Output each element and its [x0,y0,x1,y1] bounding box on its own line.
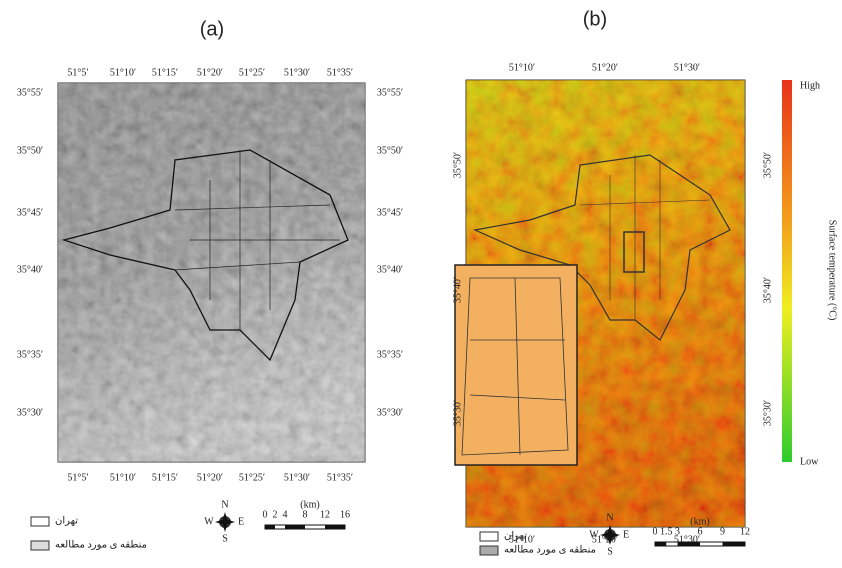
longitude-label: 51°30′ [284,472,310,483]
latitude-label: 35°50′ [17,145,43,156]
compass-letter: E [623,529,629,540]
latitude-label: 35°40′ [452,277,463,303]
legend-label: تهران [504,530,527,541]
longitude-label: 51°10′ [509,62,535,73]
latitude-label: 35°40′ [377,264,403,275]
longitude-label: 51°25′ [239,472,265,483]
latitude-label: 35°35′ [377,349,403,360]
longitude-label: 51°30′ [674,62,700,73]
compass-letter: E [238,516,244,527]
longitude-label: 51°35′ [327,67,353,78]
scale-tick-label: 9 [720,526,725,537]
latitude-label: 35°40′ [762,277,773,303]
legend-label: منطقه ی مورد مطالعه [55,539,147,550]
scale-tick-label: 2 [273,509,278,520]
longitude-label: 51°10′ [110,67,136,78]
legend-swatch [31,541,49,550]
scale-segment [325,525,345,529]
scale-segment [678,542,701,546]
colorbar-high: High [800,80,820,91]
latitude-label: 35°50′ [377,145,403,156]
legend-swatch [31,517,49,526]
longitude-label: 51°15′ [152,67,178,78]
longitude-label: 51°20′ [197,67,223,78]
scale-segment [723,542,746,546]
scale-segment [265,525,275,529]
compass-letter: S [222,533,228,544]
panel-label: (b) [583,8,607,30]
latitude-label: 35°45′ [17,207,43,218]
longitude-label: 51°20′ [197,472,223,483]
latitude-label: 35°30′ [17,407,43,418]
latitude-label: 35°30′ [762,400,773,426]
latitude-label: 35°30′ [377,407,403,418]
colorbar [782,80,792,462]
figure: (a) 51°5′ 51°5′ 51°10′ 51°10′ 51°15′ 51°15′ 51°… [0,0,842,563]
scale-tick-label: 16 [340,509,350,520]
compass-letter: N [221,499,228,510]
longitude-label: 51°5′ [67,67,88,78]
longitude-label: 51°10′ [110,472,136,483]
scale-tick-label: 1.5 [660,526,673,537]
longitude-label: 51°15′ [152,472,178,483]
compass-letter: S [607,546,613,557]
latitude-label: 35°50′ [762,152,773,178]
legend-label: منطقه ی مورد مطالعه [504,544,596,555]
compass-letter: W [589,529,599,540]
latitude-label: 35°40′ [17,264,43,275]
compass-letter: W [204,516,214,527]
compass-letter: N [606,512,613,523]
scale-tick-label: 4 [283,509,288,520]
latitude-label: 35°50′ [452,152,463,178]
map-b [455,80,792,527]
latitude-label: 35°30′ [452,400,463,426]
longitude-label: 51°25′ [239,67,265,78]
panel-label: (a) [200,18,224,40]
latitude-label: 35°55′ [17,87,43,98]
scale-tick-label: 12 [740,526,750,537]
latitude-label: 35°35′ [17,349,43,360]
compass-needle [215,512,235,532]
legend-swatch [480,532,498,541]
scale-tick-label: 3 [675,526,680,537]
scale-tick-label: 6 [698,526,703,537]
colorbar-title: Surface temperature (°C) [827,220,838,321]
scale-tick-label: 0 [263,509,268,520]
legend-swatch [480,546,498,555]
scale-tick-label: 8 [303,509,308,520]
scale-tick-label: 12 [320,509,330,520]
longitude-label: 51°35′ [327,472,353,483]
colorbar-low: Low [800,456,819,467]
latitude-label: 35°45′ [377,207,403,218]
latitude-label: 35°55′ [377,87,403,98]
scale-tick-label: 0 [653,526,658,537]
scale-segment [285,525,305,529]
scale-segment [655,542,666,546]
legend-label: تهران [55,515,78,526]
longitude-label: 51°5′ [67,472,88,483]
map-a [58,83,365,462]
longitude-label: 51°20′ [592,62,618,73]
longitude-label: 51°30′ [284,67,310,78]
